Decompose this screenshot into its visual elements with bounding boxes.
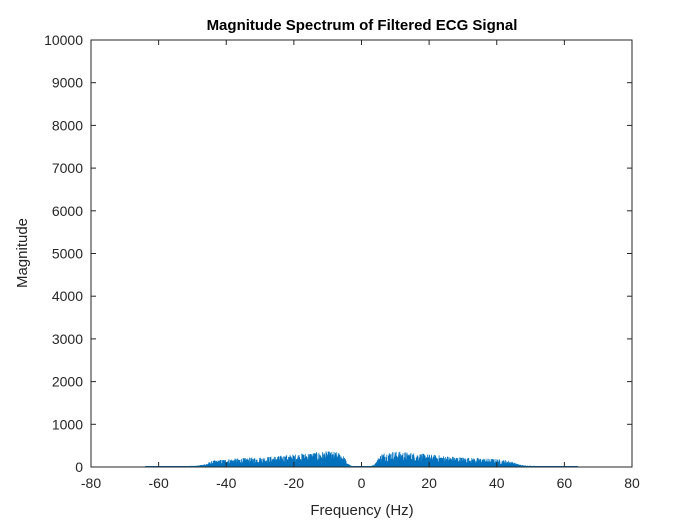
x-axis: -80 -60 -40 -20 0 20 40 60 80 (81, 40, 640, 491)
y-tick-label: 6000 (52, 203, 83, 219)
y-axis: 0 1000 2000 3000 4000 5000 6000 7000 8000 9000 100… (44, 32, 632, 475)
y-axis-label: Magnitude (14, 218, 31, 288)
y-tick-label: 10000 (44, 32, 83, 48)
x-axis-label: Frequency (Hz) (310, 502, 413, 519)
x-tick-label: -40 (216, 475, 236, 491)
y-tick-label: 1000 (52, 416, 83, 432)
y-tick-label: 2000 (52, 374, 83, 390)
y-tick-label: 5000 (52, 246, 83, 262)
x-tick-label: 20 (421, 475, 437, 491)
y-tick-label: 8000 (52, 117, 83, 133)
x-tick-label: 40 (489, 475, 505, 491)
x-tick-label: -80 (81, 475, 101, 491)
y-tick-label: 3000 (52, 331, 83, 347)
y-tick-label: 7000 (52, 160, 83, 176)
y-tick-label: 9000 (52, 75, 83, 91)
x-tick-label: -60 (149, 475, 169, 491)
y-tick-label: 0 (75, 459, 83, 475)
x-tick-label: 80 (624, 475, 640, 491)
x-tick-label: 60 (557, 475, 573, 491)
chart-title: Magnitude Spectrum of Filtered ECG Signa… (207, 17, 518, 34)
x-tick-label: 0 (358, 475, 366, 491)
plot-area (91, 40, 632, 467)
x-tick-label: -20 (284, 475, 304, 491)
y-tick-label: 4000 (52, 288, 83, 304)
